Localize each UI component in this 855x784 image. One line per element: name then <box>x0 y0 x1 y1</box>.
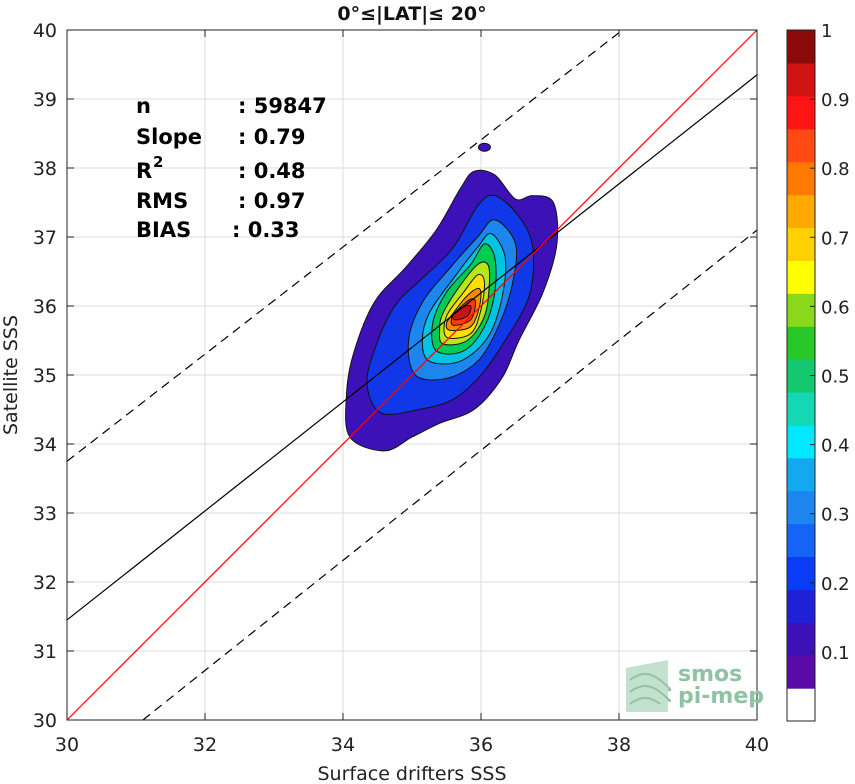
smos-pi-mep-logo: smos pi-mep <box>626 660 764 712</box>
colorbar-segment <box>787 688 815 722</box>
y-tick-label: 32 <box>33 572 57 594</box>
stat-value: : 59847 <box>238 94 327 118</box>
x-tick-label: 32 <box>193 734 217 756</box>
stat-value: : 0.33 <box>232 218 300 242</box>
y-axis-ticks: 30 31 32 33 34 35 36 37 38 39 40 <box>33 20 757 732</box>
colorbar-segment <box>787 95 815 130</box>
colorbar-segment <box>787 589 815 623</box>
colorbar-segment <box>787 62 815 97</box>
x-tick-label: 34 <box>331 734 355 756</box>
logo-line-2: pi-mep <box>678 684 764 709</box>
y-tick-label: 39 <box>33 89 57 111</box>
colorbar-ticks: 0.1 0.2 0.3 0.4 0.5 0.6 0.7 0.8 0.9 1 <box>810 21 850 664</box>
statistics-box: n : 59847 Slope : 0.79 R 2 : 0.48 RMS : 0.97 BIAS… <box>136 94 327 242</box>
colorbar-segment <box>787 326 815 360</box>
x-tick-label: 30 <box>55 734 79 756</box>
colorbar-segment <box>787 128 815 163</box>
x-axis-label: Surface drifters SSS <box>318 763 507 784</box>
colorbar-segment <box>787 227 815 261</box>
colorbar-segment <box>787 260 815 294</box>
colorbar <box>786 29 816 722</box>
y-tick-label: 36 <box>33 296 57 318</box>
colorbar-segment <box>787 293 815 327</box>
lower-bound-dashed-line <box>142 229 758 721</box>
stat-label: R <box>136 159 152 183</box>
reference-lines <box>66 29 758 721</box>
colorbar-segment <box>787 194 815 229</box>
colorbar-segment <box>787 622 815 656</box>
y-axis-label: Satellite SSS <box>0 315 22 435</box>
stat-value: : 0.48 <box>238 159 306 183</box>
colorbar-segment <box>787 424 815 459</box>
logo-graphic-icon <box>626 660 672 712</box>
x-tick-label: 40 <box>745 734 769 756</box>
y-tick-label: 38 <box>33 158 57 180</box>
colorbar-segment <box>787 655 815 689</box>
colorbar-tick-label: 0.1 <box>821 643 850 664</box>
colorbar-segment <box>787 457 815 492</box>
colorbar-segment <box>787 391 815 426</box>
x-axis-ticks: 30 32 34 36 38 40 <box>55 30 769 756</box>
density-contours <box>345 142 559 452</box>
colorbar-tick-label: 1 <box>821 21 832 42</box>
y-tick-label: 35 <box>33 365 57 387</box>
y-tick-label: 30 <box>33 710 57 732</box>
stat-value: : 0.97 <box>238 189 306 213</box>
x-tick-label: 36 <box>469 734 493 756</box>
outlier-contour <box>477 142 491 152</box>
colorbar-tick-label: 0.9 <box>821 90 850 111</box>
colorbar-segment <box>787 30 815 64</box>
colorbar-segment <box>787 161 815 196</box>
colorbar-tick-label: 0.2 <box>821 574 850 595</box>
regression-fit-line <box>66 74 758 621</box>
colorbar-tick-label: 0.4 <box>821 436 850 457</box>
stat-value: : 0.79 <box>238 125 306 149</box>
colorbar-tick-label: 0.3 <box>821 505 850 526</box>
x-tick-label: 38 <box>607 734 631 756</box>
stat-superscript: 2 <box>153 153 163 171</box>
y-tick-label: 34 <box>33 434 57 456</box>
colorbar-tick-label: 0.8 <box>821 159 850 180</box>
colorbar-tick-label: 0.6 <box>821 297 850 318</box>
y-tick-label: 37 <box>33 227 57 249</box>
stat-label: RMS <box>136 189 188 213</box>
y-tick-label: 31 <box>33 641 57 663</box>
colorbar-segment <box>787 556 815 590</box>
colorbar-segment <box>787 523 815 558</box>
stat-label: BIAS <box>136 218 191 242</box>
colorbar-segment <box>787 490 815 525</box>
y-tick-label: 40 <box>33 20 57 42</box>
stat-label: n <box>136 94 151 118</box>
y-tick-label: 33 <box>33 503 57 525</box>
identity-line <box>66 29 758 721</box>
colorbar-tick-label: 0.7 <box>821 228 850 249</box>
logo-line-1: smos <box>678 662 742 687</box>
upper-bound-dashed-line <box>66 29 623 462</box>
stat-label: Slope <box>136 125 202 149</box>
colorbar-tick-label: 0.5 <box>821 367 850 388</box>
chart-title: 0°≤|LAT|≤ 20° <box>337 3 486 25</box>
